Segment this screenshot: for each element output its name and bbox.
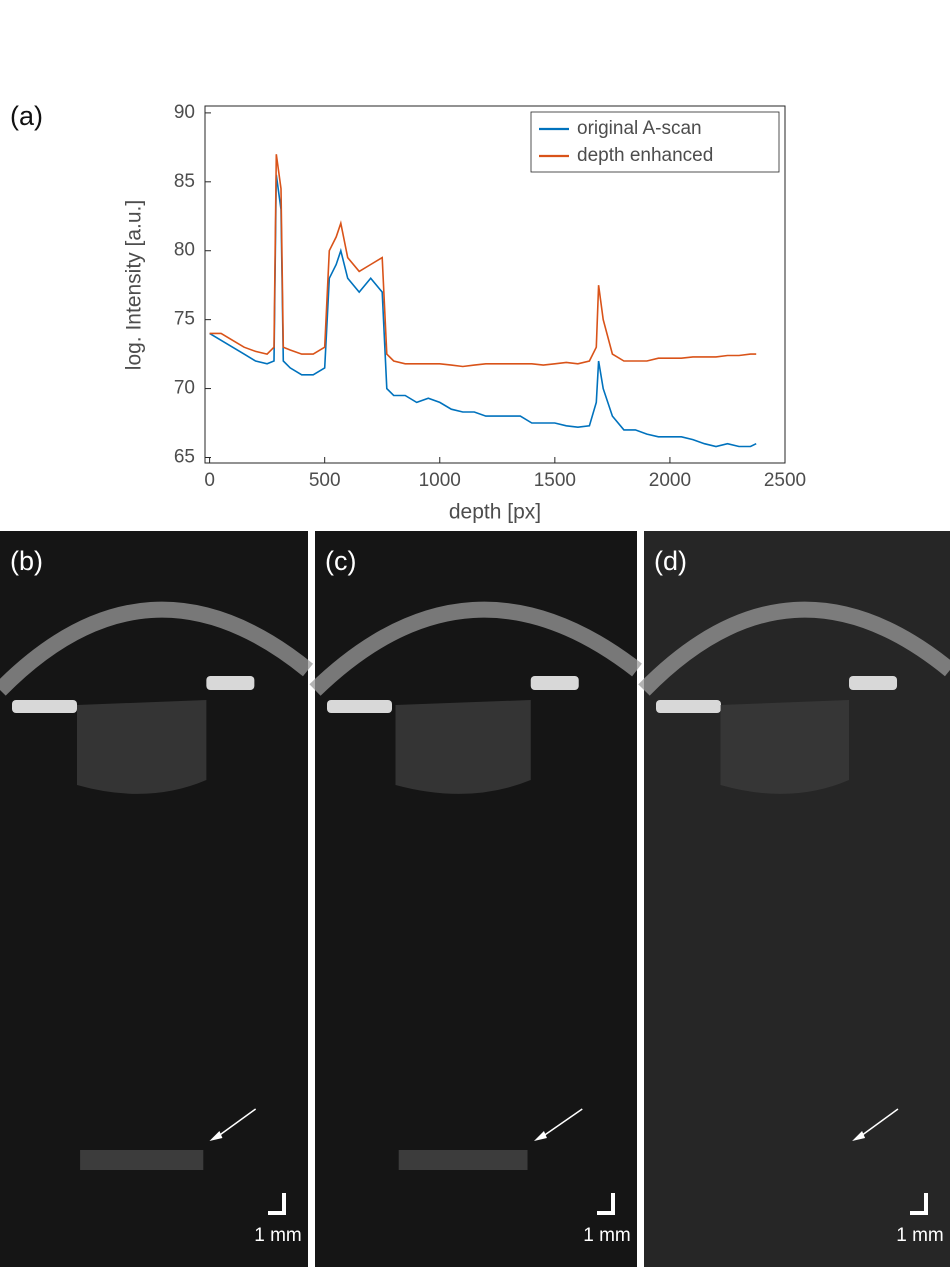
scale-bar bbox=[268, 1193, 286, 1215]
cornea bbox=[0, 601, 314, 696]
arrow-shaft bbox=[857, 1108, 899, 1139]
arrow-shaft bbox=[539, 1108, 583, 1139]
scale-label: 1 mm bbox=[254, 1225, 302, 1246]
x-axis-label: depth [px] bbox=[449, 501, 541, 524]
scale-label: 1 mm bbox=[896, 1225, 944, 1246]
x-tick-label: 1500 bbox=[534, 470, 576, 491]
oct-panel: 1 mm (c) bbox=[309, 531, 642, 1267]
cornea bbox=[309, 601, 642, 696]
x-tick-label: 0 bbox=[204, 470, 215, 491]
panel-label: (d) bbox=[654, 546, 687, 576]
arrow-shaft bbox=[215, 1108, 257, 1139]
y-axis-label: log. Intensity [a.u.] bbox=[123, 200, 146, 370]
arrow-head bbox=[209, 1131, 223, 1141]
x-tick-label: 2000 bbox=[649, 470, 691, 491]
y-tick-label: 90 bbox=[174, 102, 195, 123]
line-series bbox=[209, 174, 757, 448]
cornea bbox=[638, 601, 950, 696]
lens bbox=[720, 700, 850, 794]
iris-left bbox=[327, 700, 392, 713]
oct-panel: 1 mm (b) bbox=[0, 531, 314, 1267]
y-tick-label: 65 bbox=[174, 447, 195, 468]
iris-right bbox=[530, 676, 579, 690]
artifact bbox=[80, 1150, 204, 1170]
y-tick-label: 75 bbox=[174, 309, 195, 330]
lens bbox=[77, 700, 207, 794]
legend-label: original A-scan bbox=[577, 118, 702, 139]
arrow-head bbox=[533, 1131, 547, 1141]
x-tick-label: 2500 bbox=[764, 470, 806, 491]
iris-right bbox=[849, 676, 898, 690]
iris-left bbox=[656, 700, 721, 713]
panel-label: (a) bbox=[10, 101, 43, 131]
iris-right bbox=[206, 676, 255, 690]
y-tick-label: 85 bbox=[174, 171, 195, 192]
y-tick-label: 80 bbox=[174, 240, 195, 261]
lens bbox=[395, 700, 531, 794]
legend-label: depth enhanced bbox=[577, 145, 713, 166]
y-tick-label: 70 bbox=[174, 378, 195, 399]
scale-label: 1 mm bbox=[583, 1225, 631, 1246]
artifact bbox=[398, 1150, 528, 1170]
oct-panel: 1 mm (d) bbox=[638, 531, 950, 1267]
x-tick-label: 1000 bbox=[419, 470, 461, 491]
legend-box bbox=[530, 111, 780, 173]
panel-label: (b) bbox=[10, 546, 43, 576]
line-series bbox=[209, 154, 757, 368]
x-tick-label: 500 bbox=[309, 470, 341, 491]
iris-left bbox=[12, 700, 77, 713]
scale-bar bbox=[597, 1193, 615, 1215]
arrow-head bbox=[852, 1131, 866, 1141]
scale-bar bbox=[910, 1193, 928, 1215]
panel-label: (c) bbox=[325, 546, 356, 576]
